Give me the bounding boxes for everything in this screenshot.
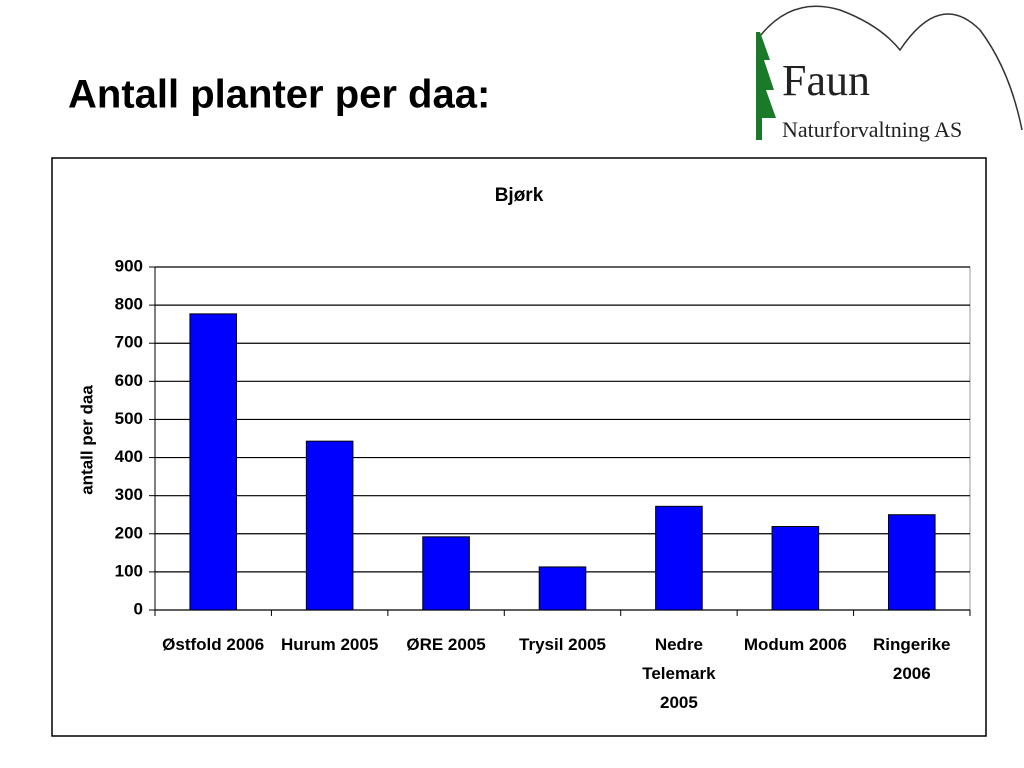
- bar: [771, 526, 820, 611]
- chart-title: Bjørk: [495, 185, 544, 206]
- plot-area: [154, 266, 971, 611]
- y-tick-label: 300: [115, 485, 143, 504]
- bar: [305, 440, 354, 611]
- bar: [422, 536, 470, 611]
- y-tick-label: 0: [134, 599, 143, 618]
- y-tick-label: 700: [115, 333, 143, 352]
- x-tick-label: ØRE 2005: [406, 635, 486, 654]
- logo-hills: [756, 5, 1023, 131]
- x-tick-label: Hurum 2005: [280, 635, 379, 654]
- x-tick-label: Nedre Telemark 2005: [642, 635, 716, 712]
- bar: [538, 566, 587, 611]
- y-tick-label: 100: [115, 561, 143, 580]
- slide-title: Antall planter per daa:: [68, 73, 490, 117]
- x-tick-label: Østfold 2006: [162, 635, 265, 654]
- x-tick-label: Ringerike 2006: [873, 635, 951, 683]
- bar: [888, 514, 936, 611]
- y-axis-label: antall per daa: [77, 385, 96, 495]
- x-tick-label: Modum 2006: [743, 635, 847, 654]
- logo: Faun Naturforvaltning AS: [756, 5, 1023, 142]
- x-tick-label: Trysil 2005: [519, 635, 606, 654]
- y-tick-label: 600: [115, 371, 143, 390]
- logo-subtitle: Naturforvaltning AS: [782, 117, 962, 142]
- bar: [189, 313, 238, 611]
- y-tick-label: 500: [115, 409, 143, 428]
- logo-name: Faun: [782, 56, 870, 105]
- y-tick-label: 900: [115, 256, 143, 275]
- y-tick-label: 400: [115, 447, 143, 466]
- logo-tree: [756, 32, 776, 140]
- y-tick-label: 800: [115, 295, 143, 314]
- y-tick-label: 200: [115, 523, 143, 542]
- chart-frame: [51, 157, 987, 737]
- bar: [655, 505, 703, 611]
